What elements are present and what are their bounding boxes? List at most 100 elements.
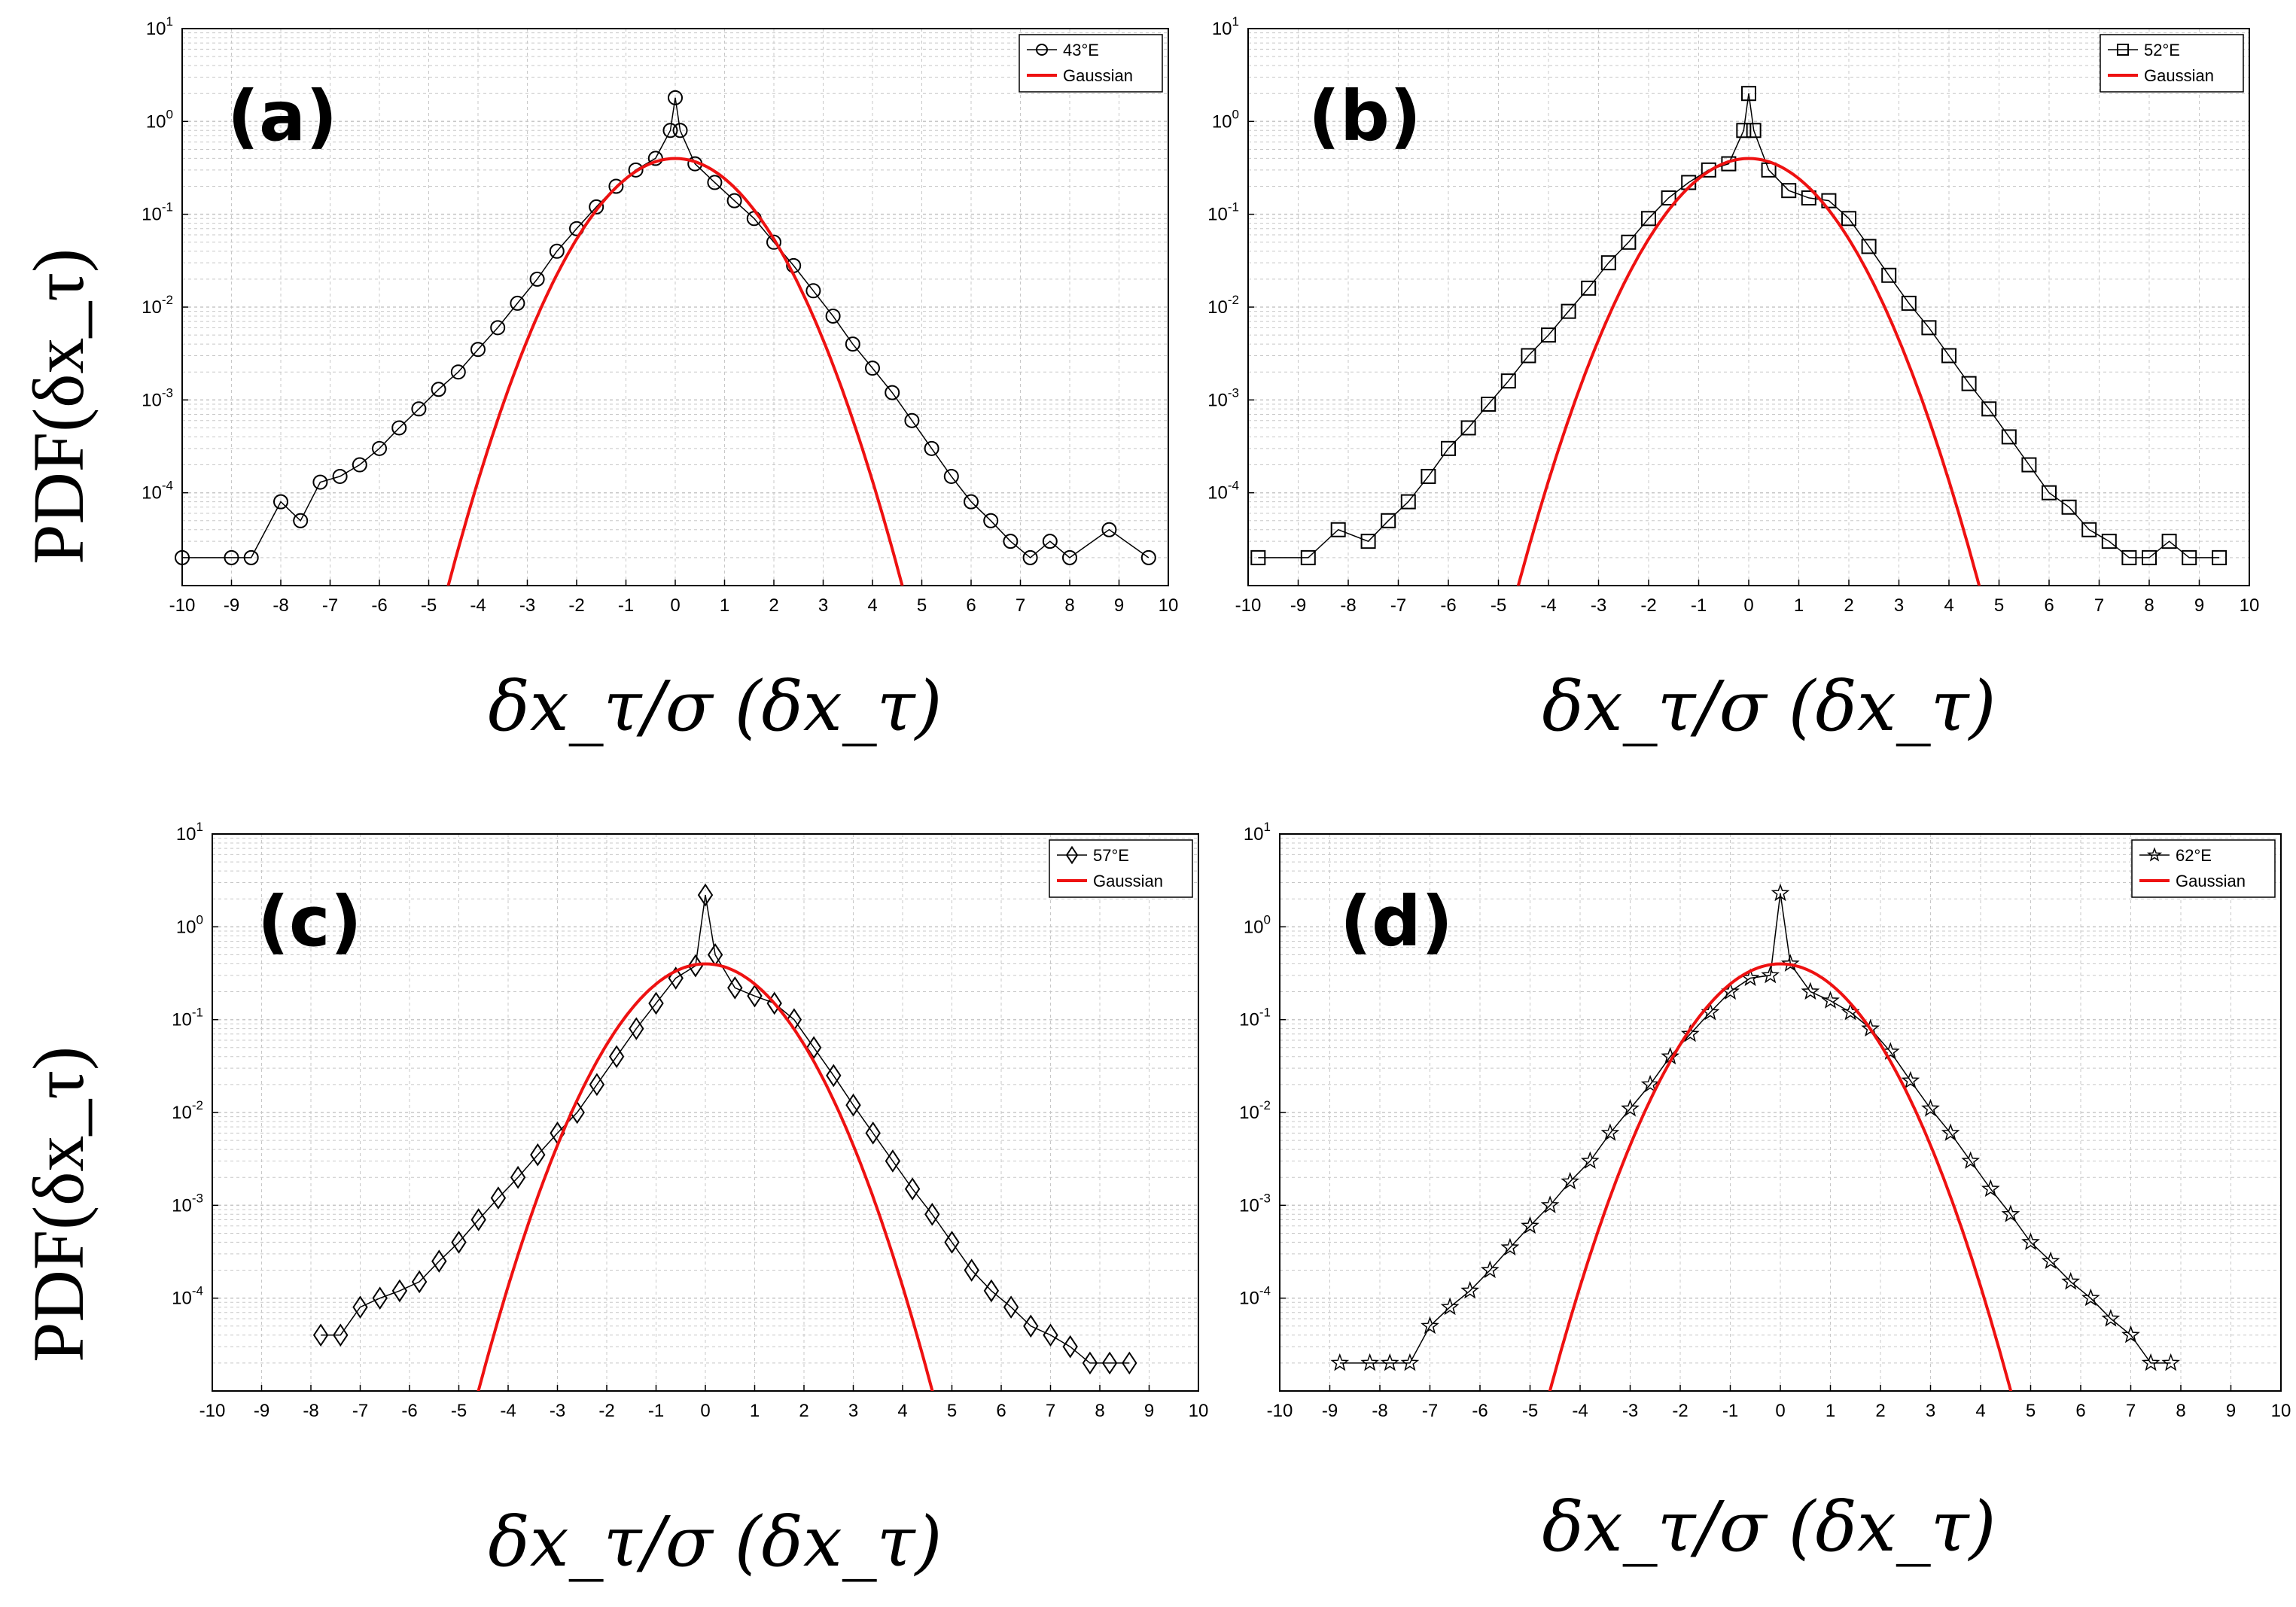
data-point [1541,327,1556,343]
data-point [1581,280,1597,296]
x-tick-label: 4 [1975,1401,1985,1421]
x-tick-label: -7 [1390,595,1406,616]
y-tick-label: 10-3 [142,385,173,410]
x-tick-label: 2 [799,1401,808,1421]
data-point [1360,534,1376,549]
data-point [1736,123,1752,138]
legend-data-label: 57°E [1093,846,1129,865]
x-tick-label: 9 [2226,1401,2236,1421]
y-tick-label: 10-2 [172,1098,203,1123]
x-tick-label: 0 [670,595,680,616]
data-point [924,440,939,456]
data-point [943,468,959,484]
data-point [1330,1353,1350,1371]
legend: 57°E Gaussian [1049,839,1193,898]
ylabel-bottom: PDF(δx_τ) [18,1046,99,1362]
data-point [1022,549,1038,565]
data-point [1400,1353,1420,1371]
data-point [904,412,920,428]
data-point [1680,1024,1700,1042]
data-point [490,1186,507,1210]
legend: 52°E Gaussian [2100,34,2244,93]
data-point [885,1149,901,1173]
data-point [1821,991,1840,1009]
data-point [1330,522,1346,537]
x-tick-label: -4 [1540,595,1556,616]
data-point [2141,1353,2160,1371]
x-tick-label: -3 [1622,1401,1638,1421]
y-tick-label: 10-4 [142,479,173,504]
data-point [1043,1323,1058,1347]
data-point [1961,1151,1981,1169]
data-point [1122,1351,1137,1375]
data-point [312,1323,329,1347]
panel-d: -10 -9 -8 -7 -6 -5 -4 -3 -2 -1 0 1 2 3 4 5 6 7 8 9 101011001… [1239,820,2291,1421]
data-point [707,175,723,190]
data-point [2121,1325,2140,1344]
data-point [470,1208,486,1231]
data-point [1661,190,1676,205]
data-point [825,308,841,324]
x-tick-label: 0 [1743,595,1753,616]
data-point [1600,255,1616,271]
x-tick-label: -6 [1472,1401,1488,1421]
x-tick-label: -2 [1672,1401,1688,1421]
x-tick-label: -9 [224,595,239,616]
xlabel-b: δx_τ/σ (δx_τ) [1542,666,1996,747]
x-tick-label: -4 [500,1401,516,1421]
y-tick-label: 100 [176,912,203,937]
x-tick-label: 4 [897,1401,907,1421]
x-tick-label: -5 [1522,1401,1538,1421]
data-point [865,1122,881,1145]
data-point [2121,549,2137,565]
data-point [529,271,545,287]
data-point [1621,234,1637,250]
legend-gaussian-label: Gaussian [2144,66,2214,85]
data-point [1440,1297,1460,1316]
data-point [1780,954,1800,972]
data-point [964,494,979,510]
data-point [865,361,880,376]
panels: -10 -9 -8 -7 -6 -5 -4 -3 -2 -1 0 1 2 3 4 5 6 7 8 9 101011001… [142,14,2291,1421]
data-point [1500,373,1516,389]
x-tick-label: -2 [568,595,584,616]
x-tick-label: -3 [1591,595,1606,616]
x-tick-label: -10 [199,1401,226,1421]
x-tick-label: 9 [1114,595,1124,616]
x-tick-label: 6 [966,595,976,616]
x-tick-label: 1 [750,1401,760,1421]
x-tick-label: -3 [519,595,535,616]
data-point [1300,549,1316,565]
data-point [333,1323,349,1347]
y-tick-label: 10-2 [142,293,173,318]
x-tick-label: -10 [1267,1401,1293,1421]
data-point [2142,549,2157,565]
x-tick-label: -9 [254,1401,269,1421]
legend-data-label: 52°E [2144,41,2180,59]
x-tick-label: 3 [1894,595,1904,616]
x-tick-label: -5 [421,595,437,616]
legend-data-label: 43°E [1063,41,1099,59]
data-point [372,1286,388,1310]
x-tick-label: -9 [1322,1401,1338,1421]
data-point [589,199,604,215]
x-tick-label: 10 [2271,1401,2291,1421]
x-tick-label: -1 [1691,595,1707,616]
data-series-line [321,894,1130,1364]
x-tick-label: -4 [470,595,486,616]
data-point [964,1259,979,1282]
data-point [845,1093,861,1117]
x-tick-label: -10 [1235,595,1262,616]
data-point [2161,534,2177,549]
data-point [224,549,239,565]
x-tick-label: -8 [303,1401,318,1421]
data-point [1641,211,1656,227]
data-point [549,243,565,259]
data-point [312,474,328,490]
data-point [1841,211,1856,227]
y-tick-label: 10-1 [142,200,173,225]
data-point [1761,965,1780,984]
data-point [1621,1098,1640,1117]
x-tick-label: -6 [401,1401,417,1421]
data-point [1360,1353,1380,1371]
